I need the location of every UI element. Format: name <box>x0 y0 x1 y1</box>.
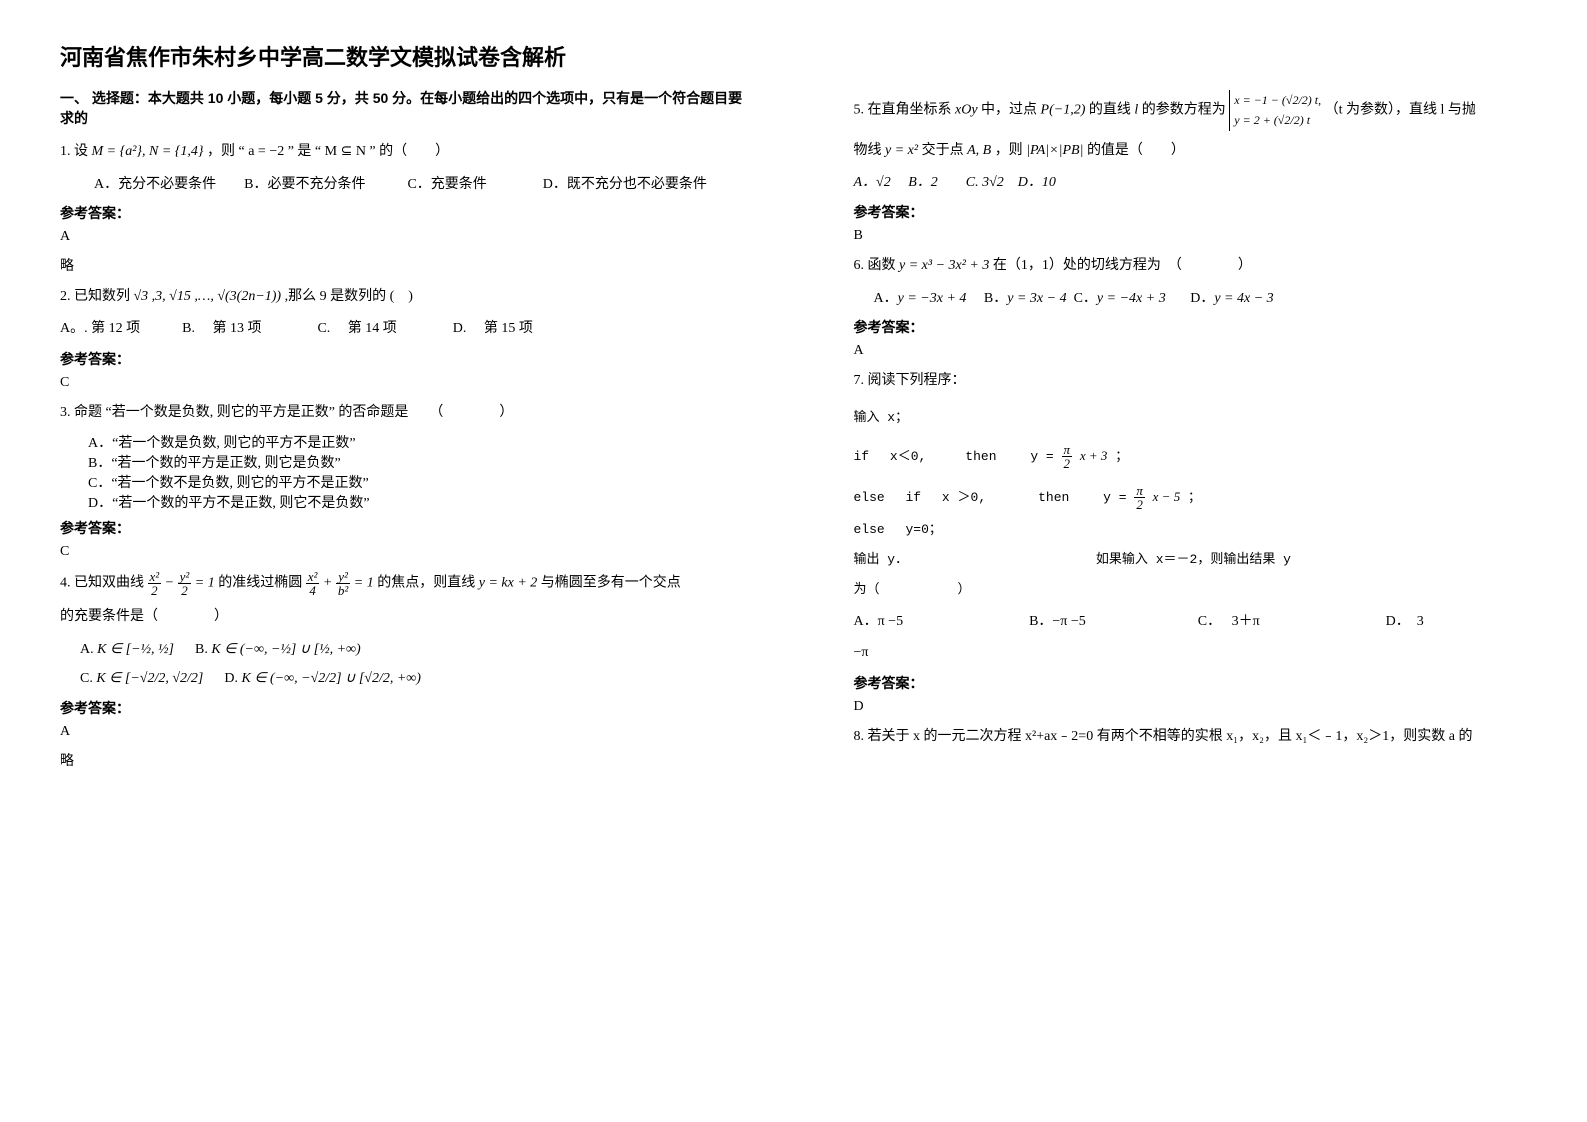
q7-options: A．π −5 B．−π −5 C． 3＋π D． 3 <box>854 610 1548 634</box>
q5-param-brace: x = −1 − (√2/2) t, y = 2 + (√2/2) t <box>1229 90 1321 131</box>
q4-frac-1: x²2 <box>148 570 162 597</box>
q5-stem-i: 的值是（ ） <box>1087 143 1185 158</box>
page-title: 河南省焦作市朱村乡中学高二数学文模拟试卷含解析 <box>60 40 754 72</box>
q4-options-row1: A. K ∈ [−½, ½] B. K ∈ (−∞, −½] ∪ [½, +∞) <box>80 637 754 662</box>
q6-func: y = x³ − 3x² + 3 <box>899 258 989 273</box>
q6-opt-C: y = −4x + 3 <box>1097 291 1166 306</box>
q4-opt-C: K ∈ [−√2/2, √2/2] <box>96 671 203 686</box>
q6-opt-B: y = 3x − 4 <box>1007 291 1066 306</box>
q4-options-row2: C. K ∈ [−√2/2, √2/2] D. K ∈ (−∞, −√2/2] … <box>80 666 754 691</box>
q6-answer: A <box>854 343 1548 359</box>
q7-answer: D <box>854 699 1548 715</box>
q7-line3: else if x ＞0, then y = π2 x − 5 ； <box>854 484 1548 511</box>
q5-answer: B <box>854 228 1548 244</box>
q3-opt-D: D．“若一个数的平方不是正数, 则它不是负数” <box>88 492 754 512</box>
q5-papb: |PA|×|PB| <box>1026 143 1083 158</box>
q3-answer: C <box>60 544 754 560</box>
q7-line1: 输入 x； <box>854 407 1548 429</box>
q5-stem-h: ，则 <box>995 143 1027 158</box>
q4-opt-D: K ∈ (−∞, −√2/2] ∪ [√2/2, +∞) <box>242 671 421 686</box>
q4-mid: 的准线过椭圆 <box>218 576 306 591</box>
q5-options: A．√2 B．2 C. 3√2 D．10 <box>854 171 1548 195</box>
q1-note: 略 <box>60 255 754 275</box>
answer-label-6: 参考答案： <box>854 317 1548 337</box>
q7-note: 如果输入 x＝－2，则输出结果 y <box>1096 549 1291 571</box>
q2-stem: 2. 已知数列 <box>60 289 130 304</box>
q6-stem-b: 在（1，1）处的切线方程为 （ ） <box>993 258 1252 273</box>
q2-answer: C <box>60 375 754 391</box>
q4-stem-a: 4. 已知双曲线 <box>60 576 148 591</box>
q4-stem-c: 与椭圆至多有一个交点 <box>541 576 681 591</box>
q4-frac-2: y²2 <box>178 570 192 597</box>
answer-label-2: 参考答案： <box>60 349 754 369</box>
q4-tail: 的充要条件是（ ） <box>60 605 754 629</box>
left-column: 河南省焦作市朱村乡中学高二数学文模拟试卷含解析 一、 选择题：本大题共 10 小… <box>0 0 794 1122</box>
q7-line5: 输出 y． 如果输入 x＝－2，则输出结果 y <box>854 549 1548 571</box>
q5-xoy: xOy <box>955 103 978 118</box>
answer-label-1: 参考答案： <box>60 203 754 223</box>
q5-stem-e: （t 为参数），直线 l 与抛 <box>1325 103 1476 118</box>
question-1: 1. 设 M = {a²}, N = {1,4} ，则 “ a = −2 ” 是… <box>60 140 754 164</box>
answer-label-3: 参考答案： <box>60 518 754 538</box>
q5-param2: y = 2 + (√2/2) t <box>1234 113 1310 127</box>
q6-stem-a: 6. 函数 <box>854 258 896 273</box>
q1-options: A．充分不必要条件 B．必要不充分条件 C．充要条件 D．既不充分也不必要条件 <box>80 172 754 197</box>
question-7-head: 7. 阅读下列程序： <box>854 369 1548 393</box>
q2-seq: √3 ,3, √15 ,…, √(3(2n−1)) <box>134 289 282 304</box>
q5-stem-f: 物线 <box>854 143 886 158</box>
question-5-line2: 物线 y = x² 交于点 A, B ，则 |PA|×|PB| 的值是（ ） <box>854 139 1548 163</box>
question-5: 5. 在直角坐标系 xOy 中，过点 P(−1,2) 的直线 l 的参数方程为 … <box>854 90 1548 131</box>
q4-opt-B: K ∈ (−∞, −½] ∪ [½, +∞) <box>211 642 360 657</box>
q5-stem-b: 中，过点 <box>981 103 1041 118</box>
q7-frac-1: π2 <box>1062 443 1073 470</box>
question-8: 8. 若关于 x 的一元二次方程 x²+ax﹣2=0 有两个不相等的实根 x₁，… <box>854 725 1548 749</box>
q2-options: A。. 第 12 项 B. 第 13 项 C. 第 14 项 D. 第 15 项 <box>60 317 754 341</box>
answer-label-5: 参考答案： <box>854 202 1548 222</box>
q4-answer: A <box>60 724 754 740</box>
q5-param1: x = −1 − (√2/2) t, <box>1234 93 1321 107</box>
q5-stem-g: 交于点 <box>922 143 968 158</box>
question-6: 6. 函数 y = x³ − 3x² + 3 在（1，1）处的切线方程为 （ ） <box>854 254 1548 278</box>
q5-stem-a: 5. 在直角坐标系 <box>854 103 956 118</box>
q4-eq1: = 1 <box>195 576 215 591</box>
q6-options: A．y = −3x + 4 B．y = 3x − 4 C．y = −4x + 3… <box>874 286 1548 311</box>
answer-label-7: 参考答案： <box>854 673 1548 693</box>
q4-opt-A: K ∈ [−½, ½] <box>97 642 174 657</box>
question-2: 2. 已知数列 √3 ,3, √15 ,…, √(3(2n−1)) ,那么 9 … <box>60 285 754 309</box>
q7-options-2: −π <box>854 641 1548 665</box>
q1-stem: 1. 设 <box>60 144 88 159</box>
question-4: 4. 已知双曲线 x²2 − y²2 = 1 的准线过椭圆 x²4 + y²b²… <box>60 570 754 597</box>
q5-l: l <box>1134 103 1138 118</box>
q3-opt-A: A．“若一个数是负数, 则它的平方不是正数” <box>88 432 754 452</box>
right-column: 5. 在直角坐标系 xOy 中，过点 P(−1,2) 的直线 l 的参数方程为 … <box>794 0 1587 1122</box>
q4-line: y = kx + 2 <box>479 576 538 591</box>
q4-frac-3: x²4 <box>306 570 320 597</box>
question-3: 3. 命题 “若一个数是负数, 则它的平方是正数” 的否命题是 （ ） <box>60 401 754 425</box>
q6-opt-D: y = 4x − 3 <box>1214 291 1273 306</box>
q1-mid: ，则 “ a = −2 ” 是 “ M ⊆ N ” 的（ ） <box>207 144 449 159</box>
q7-frac-2: π2 <box>1134 484 1145 511</box>
section-heading: 一、 选择题：本大题共 10 小题，每小题 5 分，共 50 分。在每小题给出的… <box>60 88 754 128</box>
q5-AB: A, B <box>967 143 991 158</box>
q5-parab: y = x² <box>885 143 918 158</box>
q2-tail: ,那么 9 是数列的 ( ) <box>285 289 413 304</box>
q7-line6: 为（ ） <box>854 579 1548 601</box>
q1-answer: A <box>60 229 754 245</box>
q3-opt-B: B．“若一个数的平方是正数, 则它是负数” <box>88 452 754 472</box>
answer-label-4: 参考答案： <box>60 698 754 718</box>
q4-note: 略 <box>60 750 754 770</box>
q7-line4: else y=0； <box>854 519 1548 541</box>
q5-stem-d: 的参数方程为 <box>1142 103 1226 118</box>
q4-stem-b: 的焦点，则直线 <box>377 576 479 591</box>
q3-opt-C: C．“若一个数不是负数, 则它的平方不是正数” <box>88 472 754 492</box>
q5-stem-c: 的直线 <box>1089 103 1135 118</box>
q6-opt-A: y = −3x + 4 <box>898 291 967 306</box>
q5-P: P(−1,2) <box>1041 103 1086 118</box>
q7-line2: if x＜0, then y = π2 x + 3 ； <box>854 443 1548 470</box>
q1-set: M = {a²}, N = {1,4} <box>92 144 204 159</box>
q4-frac-4: y²b² <box>336 570 350 597</box>
